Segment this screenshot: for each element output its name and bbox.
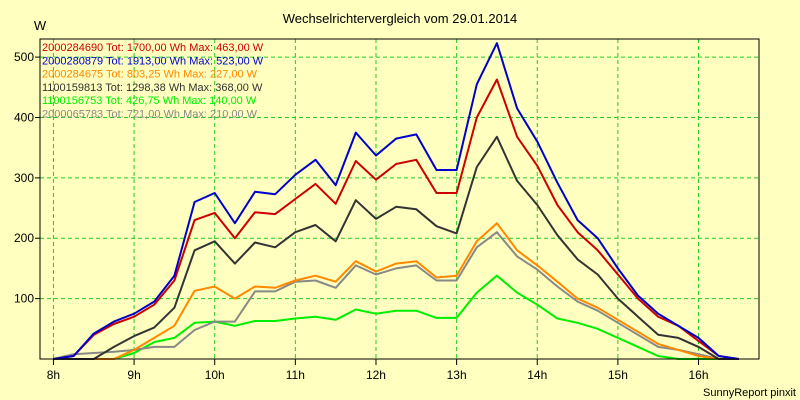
y-tick-label: 500 — [14, 50, 34, 64]
legend: 2000284690 Tot: 1700,00 Wh Max: 463,00 W… — [42, 42, 264, 121]
series-line-2000284675 — [53, 222, 739, 360]
series-lines — [53, 42, 739, 360]
series-line-2000284690 — [53, 78, 739, 360]
x-tick-label: 15h — [608, 368, 628, 382]
legend-entry-2000284690: 2000284690 Tot: 1700,00 Wh Max: 463,00 W — [42, 42, 264, 54]
y-tick-label: 400 — [14, 110, 34, 124]
series-line-1100159813 — [53, 135, 739, 360]
x-tick-label: 9h — [127, 368, 140, 382]
x-tick-label: 14h — [527, 368, 547, 382]
legend-entry-1100159813: 1100159813 Tot: 1298,38 Wh Max: 368,00 W — [42, 82, 263, 94]
legend-entry-2000065783: 2000065783 Tot: 721,00 Wh Max: 210,00 W — [42, 109, 258, 121]
x-tick-label: 16h — [689, 368, 709, 382]
x-tick-label: 8h — [47, 368, 60, 382]
y-tick-label: 100 — [14, 292, 34, 306]
series-line-2000280879 — [53, 42, 739, 360]
x-tick-label: 11h — [286, 368, 305, 382]
x-tick-label: 13h — [447, 368, 467, 382]
series-line-2000065783 — [53, 231, 739, 360]
y-tick-label: 200 — [14, 231, 34, 245]
y-tick-label: 300 — [14, 171, 34, 185]
x-axis-ticks: 8h 9h 10h 11h 12h 13h 14h 15h 16h — [47, 359, 709, 382]
plot-frame — [39, 38, 760, 360]
legend-entry-2000284675: 2000284675 Tot: 803,25 Wh Max: 227,00 W — [42, 69, 258, 81]
legend-entry-1100156753: 1100156753 Tot: 426,75 Wh Max: 140,00 W — [42, 95, 257, 107]
y-axis-label: W — [34, 18, 47, 33]
footer-credit: SunnyReport pinxit — [703, 387, 796, 399]
legend-entry-2000280879: 2000280879 Tot: 1913,00 Wh Max: 523,00 W — [42, 55, 264, 67]
x-tick-label: 10h — [205, 368, 225, 382]
chart-title: Wechselrichtervergleich vom 29.01.2014 — [283, 11, 518, 26]
y-axis-ticks: 100 200 300 400 500 — [14, 50, 40, 306]
series-line-1100156753 — [53, 274, 739, 360]
x-tick-label: 12h — [366, 368, 386, 382]
